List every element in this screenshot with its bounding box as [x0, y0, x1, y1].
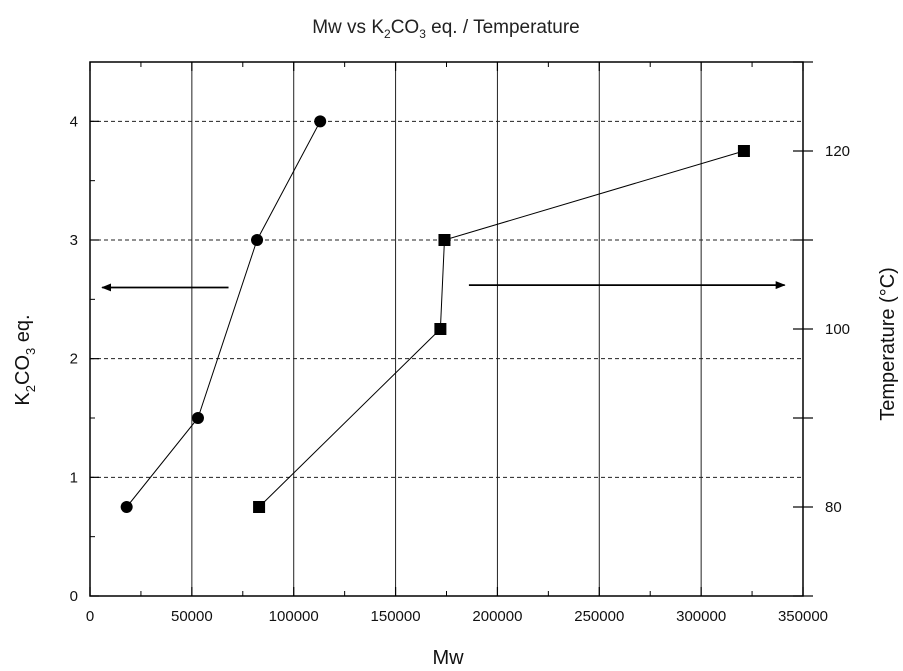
axes [89, 61, 813, 597]
plot-frame [89, 61, 804, 597]
chart-title: Mw vs K2CO3 eq. / Temperature [312, 17, 580, 41]
series-1-point-0 [120, 501, 133, 513]
x-tick-label-2: 100000 [269, 608, 319, 625]
ylabel-part-k: K [12, 392, 34, 406]
series-1-line [126, 121, 321, 508]
x-axis-label: Mw [432, 647, 464, 669]
x-tick-label-6: 300000 [676, 608, 726, 625]
title-part-end: eq. / Temperature [426, 17, 580, 38]
series-1-point-3 [314, 115, 327, 128]
series-2-point-2 [438, 234, 451, 246]
x-tick-label-7: 350000 [778, 608, 828, 625]
title-part-1: Mw vs K [312, 17, 384, 38]
x-tick-label-5: 250000 [574, 608, 624, 625]
x-tick-label-0: 0 [86, 608, 94, 625]
y-right-tick-label-0: 80 [825, 499, 842, 516]
grid [90, 62, 803, 596]
series-2-point-3 [737, 145, 750, 157]
ylabel-part-co: CO [12, 355, 34, 385]
series-2-point-1 [434, 323, 447, 335]
series [120, 115, 750, 513]
series-1-point-1 [191, 412, 204, 424]
x-tick-label-3: 150000 [371, 608, 421, 625]
y-right-tick-label-2: 120 [825, 143, 850, 160]
title-sub-3: 3 [419, 27, 426, 41]
title-part-co: CO [391, 17, 420, 38]
series-1-point-2 [251, 234, 264, 246]
y-left-tick-label-2: 2 [70, 351, 78, 368]
y-left-tick-label-0: 0 [70, 588, 78, 605]
tick-labels: 0 50000 100000 150000 200000 250000 300000 3500… [70, 113, 850, 625]
ylabel-sub-2: 2 [23, 385, 38, 392]
ylabel-sub-3: 3 [23, 348, 38, 355]
title-sub-2: 2 [384, 27, 391, 41]
y-axis-left-label: K2CO3 eq. [12, 314, 38, 405]
x-tick-label-1: 50000 [171, 608, 213, 625]
annotations [101, 281, 786, 292]
series-2-line [258, 150, 745, 508]
y-right-tick-label-1: 100 [825, 321, 850, 338]
y-left-tick-label-3: 3 [70, 232, 78, 249]
y-left-tick-label-1: 1 [70, 469, 78, 486]
series-2-point-0 [253, 501, 266, 513]
y-left-tick-label-4: 4 [70, 113, 78, 130]
ylabel-part-end: eq. [12, 314, 34, 347]
y-axis-right-label: Temperature (°C) [877, 267, 899, 421]
x-tick-label-4: 200000 [472, 608, 522, 625]
